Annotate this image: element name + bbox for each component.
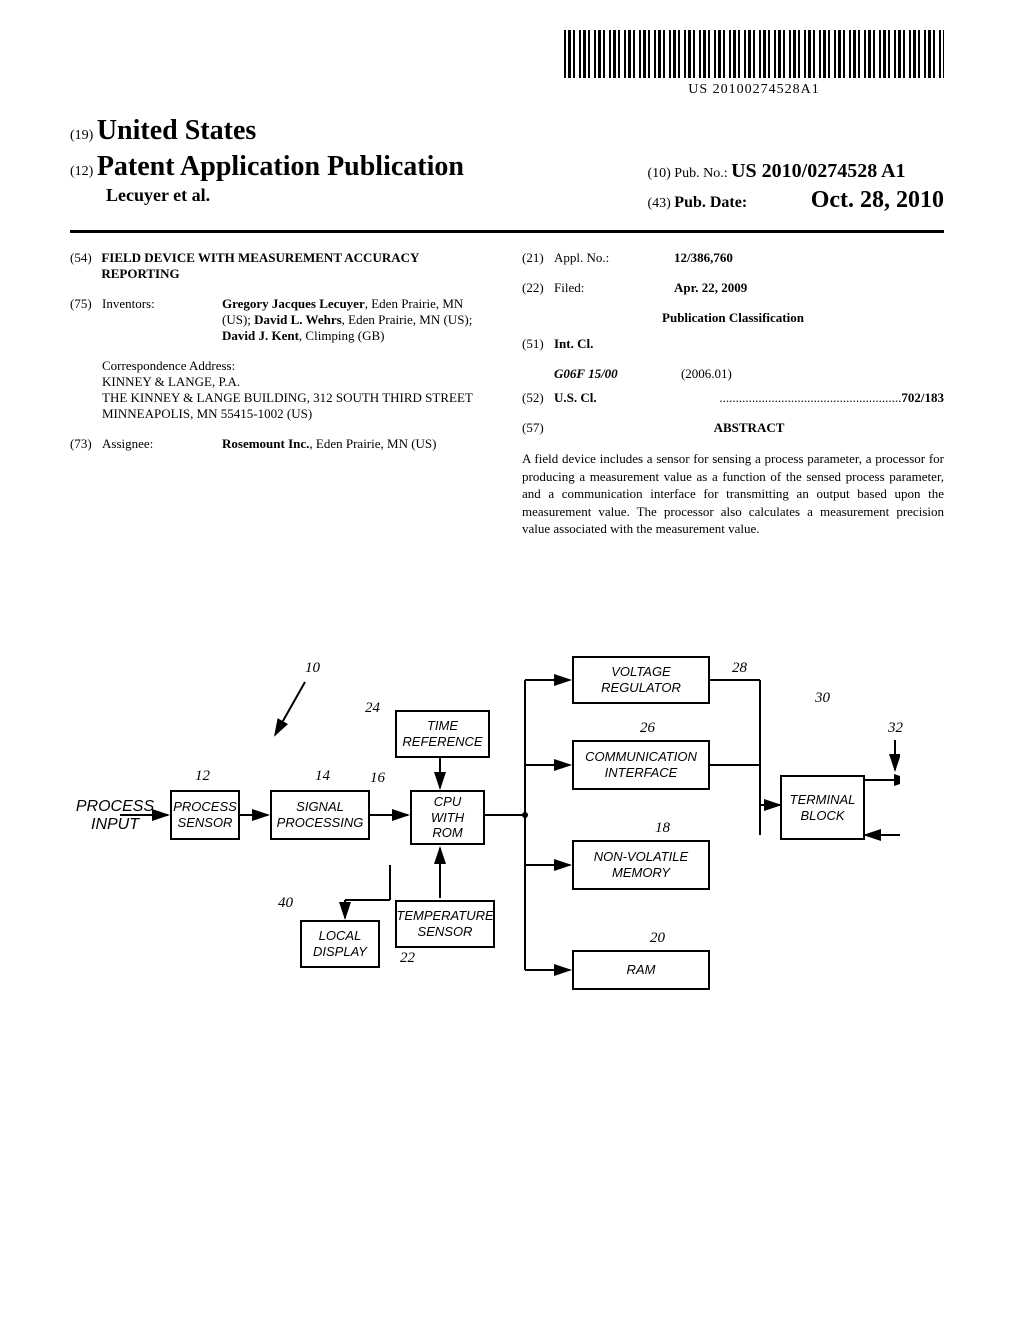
uscl-value: 702/183 bbox=[901, 390, 944, 406]
uscl-label: U.S. Cl. bbox=[554, 390, 597, 406]
temp-sensor-box: TEMPERATURE SENSOR bbox=[395, 900, 495, 948]
header-left: (19) United States (12) Patent Applicati… bbox=[70, 115, 464, 206]
country-name: United States bbox=[97, 115, 256, 146]
inventors: Gregory Jacques Lecuyer, Eden Prairie, M… bbox=[222, 296, 492, 344]
ref-10: 10 bbox=[305, 660, 320, 677]
pub-no: US 2010/0274528 A1 bbox=[731, 160, 905, 182]
intcl-date: (2006.01) bbox=[681, 366, 732, 381]
ref-18: 18 bbox=[655, 820, 670, 837]
right-column: (21) Appl. No.: 12/386,760 (22) Filed: A… bbox=[522, 250, 944, 538]
ref-32: 32 bbox=[888, 720, 903, 737]
inventors-label: Inventors: bbox=[102, 296, 222, 344]
code-73: (73) bbox=[70, 436, 102, 452]
ref-30: 30 bbox=[815, 690, 830, 707]
assignee-label: Assignee: bbox=[102, 436, 222, 452]
filed-date: Apr. 22, 2009 bbox=[674, 280, 747, 296]
ref-12: 12 bbox=[195, 768, 210, 785]
pub-no-label: Pub. No.: bbox=[674, 166, 727, 181]
ram-box: RAM bbox=[572, 950, 710, 990]
abstract-label: ABSTRACT bbox=[554, 420, 944, 436]
code-57: (57) bbox=[522, 420, 554, 436]
patent-title: FIELD DEVICE WITH MEASUREMENT ACCURACY R… bbox=[101, 250, 492, 282]
header-right: (10) Pub. No.: US 2010/0274528 A1 (43) P… bbox=[647, 160, 944, 218]
appl-no-label: Appl. No.: bbox=[554, 250, 674, 266]
corr-label: Correspondence Address: bbox=[102, 358, 492, 374]
left-column: (54) FIELD DEVICE WITH MEASUREMENT ACCUR… bbox=[70, 250, 492, 538]
block-diagram: 10 PROCESS INPUT PROCESS SENSOR 12 SIGNA… bbox=[120, 640, 900, 1020]
barcode-graphic bbox=[564, 30, 944, 78]
code-22: (22) bbox=[522, 280, 554, 296]
ref-14: 14 bbox=[315, 768, 330, 785]
pub-type: Patent Application Publication bbox=[97, 151, 464, 182]
pub-date-label: Pub. Date: bbox=[674, 194, 747, 211]
signal-processing-box: SIGNAL PROCESSING bbox=[270, 790, 370, 840]
pub-class-heading: Publication Classification bbox=[522, 310, 944, 326]
ref-16: 16 bbox=[370, 770, 385, 787]
divider-line bbox=[70, 230, 944, 233]
code-51: (51) bbox=[522, 336, 554, 352]
pub-date: Oct. 28, 2010 bbox=[811, 187, 944, 213]
barcode-text: US 20100274528A1 bbox=[564, 82, 944, 98]
code-75: (75) bbox=[70, 296, 102, 344]
code-19: (19) bbox=[70, 128, 93, 143]
abstract-text: A field device includes a sensor for sen… bbox=[522, 450, 944, 538]
authors-header: Lecuyer et al. bbox=[106, 185, 464, 206]
code-43: (43) bbox=[647, 196, 670, 211]
corr-addr1: THE KINNEY & LANGE BUILDING, 312 SOUTH T… bbox=[102, 390, 492, 406]
code-10: (10) bbox=[647, 166, 670, 181]
local-display-box: LOCAL DISPLAY bbox=[300, 920, 380, 968]
ref-26: 26 bbox=[640, 720, 655, 737]
terminal-block-box: TERMINAL BLOCK bbox=[780, 775, 865, 840]
appl-no: 12/386,760 bbox=[674, 250, 733, 266]
assignee: Rosemount Inc., Eden Prairie, MN (US) bbox=[222, 436, 492, 452]
ref-28: 28 bbox=[732, 660, 747, 677]
intcl-code: G06F 15/00 bbox=[554, 366, 618, 381]
uscl-dots: ........................................… bbox=[597, 390, 902, 406]
process-sensor-box: PROCESS SENSOR bbox=[170, 790, 240, 840]
comm-iface-box: COMMUNICATION INTERFACE bbox=[572, 740, 710, 790]
body-columns: (54) FIELD DEVICE WITH MEASUREMENT ACCUR… bbox=[70, 250, 944, 538]
filed-label: Filed: bbox=[554, 280, 674, 296]
code-54: (54) bbox=[70, 250, 101, 282]
code-21: (21) bbox=[522, 250, 554, 266]
ref-20: 20 bbox=[650, 930, 665, 947]
time-ref-box: TIME REFERENCE bbox=[395, 710, 490, 758]
ref-22: 22 bbox=[400, 950, 415, 967]
corr-name: KINNEY & LANGE, P.A. bbox=[102, 374, 492, 390]
corr-addr2: MINNEAPOLIS, MN 55415-1002 (US) bbox=[102, 406, 492, 422]
nv-memory-box: NON-VOLATILE MEMORY bbox=[572, 840, 710, 890]
code-12: (12) bbox=[70, 164, 93, 179]
process-input-label: PROCESS INPUT bbox=[75, 798, 155, 834]
ref-40: 40 bbox=[278, 895, 293, 912]
intcl-label: Int. Cl. bbox=[554, 336, 593, 352]
code-52: (52) bbox=[522, 390, 554, 406]
ref-24: 24 bbox=[365, 700, 380, 717]
barcode-section: US 20100274528A1 bbox=[564, 30, 944, 98]
voltage-reg-box: VOLTAGE REGULATOR bbox=[572, 656, 710, 704]
cpu-box: CPU WITH ROM bbox=[410, 790, 485, 845]
